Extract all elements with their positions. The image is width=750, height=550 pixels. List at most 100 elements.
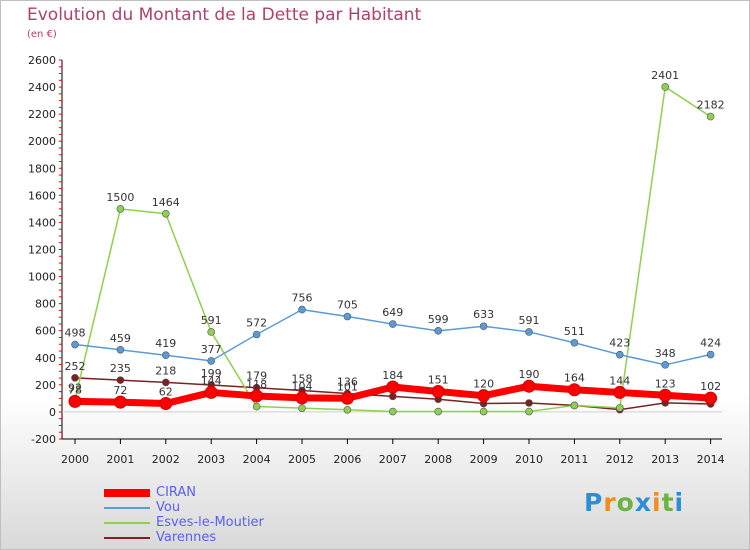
logo-letter: x (634, 488, 652, 517)
x-tick-label: 2005 (288, 453, 316, 466)
legend-swatch (104, 537, 150, 539)
data-label: 92 (68, 381, 82, 394)
data-label: 199 (201, 367, 222, 380)
legend-label: Varennes (156, 530, 217, 545)
logo-letter: i (674, 488, 685, 517)
data-label: 184 (382, 369, 403, 382)
x-tick-label: 2002 (152, 453, 180, 466)
data-label: 424 (700, 337, 721, 350)
data-point (340, 391, 354, 405)
x-tick-label: 2006 (333, 453, 361, 466)
x-tick-label: 2000 (61, 453, 89, 466)
y-tick-label: 0 (49, 406, 56, 419)
data-point (204, 385, 218, 399)
data-point (522, 379, 536, 393)
logo-letter: i (652, 488, 662, 517)
data-point (71, 340, 79, 349)
data-point (661, 361, 670, 369)
data-label: 179 (246, 370, 267, 383)
data-point (162, 351, 170, 360)
data-point (68, 394, 82, 408)
data-point (343, 312, 352, 321)
y-tick-label: 1800 (28, 162, 56, 175)
data-label: 591 (201, 314, 222, 327)
chart-subtitle: (en €) (27, 29, 57, 40)
y-tick-label: 800 (35, 298, 56, 311)
logo-letter: P (584, 488, 604, 517)
x-tick-label: 2001 (106, 453, 134, 466)
legend-label: Esves-le-Moutier (156, 515, 264, 530)
data-label: 572 (246, 317, 267, 330)
data-label: 120 (473, 378, 494, 391)
data-label: 136 (337, 376, 358, 389)
data-label: 348 (655, 347, 676, 360)
x-tick-label: 2012 (606, 453, 634, 466)
data-point (388, 320, 397, 328)
data-label: 252 (65, 360, 86, 373)
y-tick-label: 200 (35, 379, 56, 392)
data-label: 235 (110, 362, 131, 375)
legend-swatch (104, 489, 150, 497)
data-point (525, 328, 533, 336)
x-tick-label: 2004 (243, 453, 271, 466)
data-label: 2401 (651, 69, 679, 82)
data-label: 72 (113, 384, 127, 397)
x-tick-label: 2008 (424, 453, 452, 466)
y-tick-label: 1200 (28, 244, 56, 257)
data-point (250, 389, 264, 403)
data-label: 144 (609, 374, 630, 387)
x-tick-label: 2007 (379, 453, 407, 466)
data-point (116, 205, 125, 213)
data-point (298, 305, 306, 314)
data-point (525, 399, 533, 407)
data-point (388, 407, 397, 416)
data-point (613, 385, 627, 399)
data-point (159, 397, 173, 411)
data-label: 419 (155, 337, 176, 350)
data-label: 633 (473, 308, 494, 321)
x-tick-label: 2013 (651, 453, 679, 466)
data-point (116, 376, 125, 384)
data-label: 164 (564, 372, 585, 385)
logo-letter: r (603, 488, 617, 517)
data-label: 377 (201, 343, 222, 356)
y-tick-label: 400 (35, 352, 56, 365)
data-point (479, 322, 488, 331)
data-point (162, 378, 170, 387)
data-label: 1500 (106, 191, 134, 204)
data-label: 118 (246, 378, 267, 391)
data-point (525, 407, 533, 416)
data-label: 498 (65, 327, 86, 340)
data-point (706, 350, 715, 359)
y-tick-label: 1400 (28, 216, 56, 229)
data-point (570, 338, 579, 347)
y-tick-label: 1600 (28, 189, 56, 202)
data-label: 144 (201, 374, 222, 387)
data-point (388, 392, 397, 401)
data-label: 2182 (697, 99, 725, 112)
data-point (615, 350, 624, 359)
y-tick-label: 2200 (28, 108, 56, 121)
data-point (479, 407, 488, 416)
legend-swatch (104, 522, 150, 524)
data-point (434, 407, 443, 416)
y-tick-label: 600 (35, 325, 56, 338)
data-label: 591 (519, 314, 540, 327)
data-point (567, 383, 581, 397)
data-point (113, 395, 127, 409)
data-label: 123 (655, 377, 676, 390)
data-label: 102 (700, 380, 721, 393)
series-line-esves-le-moutier (74, 86, 712, 413)
data-label: 599 (428, 313, 449, 326)
data-point (116, 345, 125, 354)
y-tick-label: -200 (31, 433, 56, 446)
chart-title: Evolution du Montant de la Dette par Hab… (27, 5, 422, 25)
legend-label: CIRAN (156, 485, 197, 500)
data-label: 649 (382, 306, 403, 319)
data-label: 218 (155, 364, 176, 377)
y-tick-label: 2400 (28, 81, 56, 94)
data-point (661, 83, 670, 91)
data-point (252, 330, 261, 339)
